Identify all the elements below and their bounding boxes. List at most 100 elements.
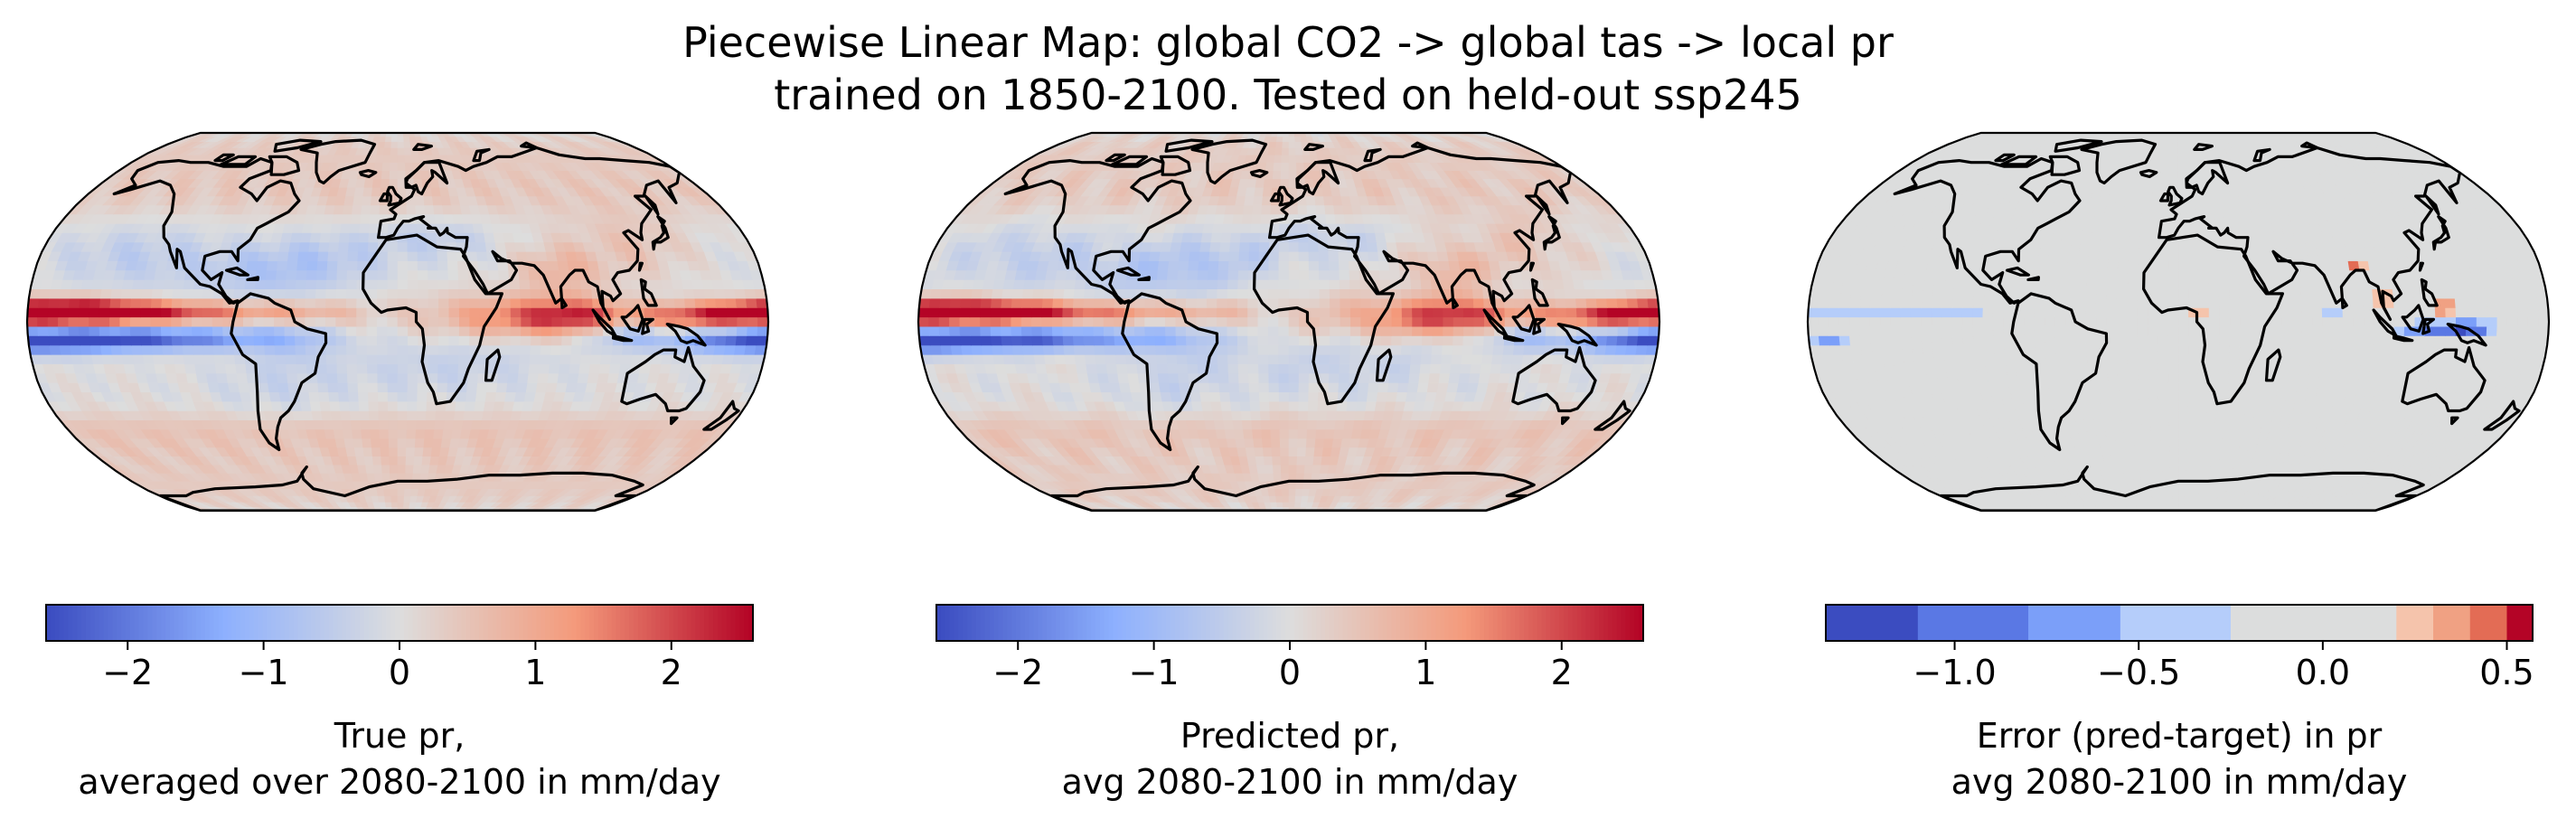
coastline-borneo: [620, 304, 644, 333]
coastline-new-guinea: [665, 323, 707, 347]
colorbar-tick-label: −2: [102, 653, 153, 692]
coastline-new-guinea: [1556, 323, 1598, 347]
coastline-severnaya-zemlya: [1411, 141, 1430, 150]
coastline-north-america: [1003, 156, 1192, 305]
coastline-madagascar: [1375, 348, 1393, 382]
colorbar-tick-label: 2: [1551, 653, 1573, 692]
colorbar-2: −2 −1 0 1 2: [935, 604, 1644, 692]
coastline-sulawesi: [1532, 317, 1546, 335]
coastline-japan: [2431, 215, 2450, 251]
colorbar-3: −1.0 −0.5 0.0 0.5: [1825, 604, 2534, 692]
map-outline-1: [25, 131, 770, 513]
coastlines-3: [1893, 138, 2521, 511]
colorbar-tick-label: 2: [661, 653, 682, 692]
map-field-3: [1808, 133, 2549, 511]
colorbar-tick-label: 0: [1279, 653, 1301, 692]
coastline-svalbard: [2193, 143, 2214, 151]
colorbar-segment: [2469, 605, 2507, 641]
coastline-java: [2392, 334, 2414, 343]
colorbar-tick-label: −0.5: [2097, 653, 2180, 692]
colorbar-segment: [1917, 605, 2029, 641]
coastline-cuba: [1115, 266, 1141, 277]
coastline-tasmania: [2450, 416, 2459, 426]
coastline-severnaya-zemlya: [2300, 141, 2319, 150]
coastline-south-america: [230, 292, 328, 452]
coastline-novaya-zemlya: [2252, 147, 2271, 163]
colorbar-segment: [2396, 605, 2434, 641]
coastline-victoria-island: [2000, 155, 2038, 166]
coastline-iceland: [358, 169, 378, 179]
coastline-greenland: [1190, 138, 1268, 185]
coastline-greenland: [299, 138, 377, 185]
colorbar-label-line1: True pr,: [334, 716, 465, 756]
coastline-tasmania: [1561, 416, 1570, 426]
coastline-sakhalin: [1535, 194, 1551, 216]
coastline-new-zealand: [1594, 400, 1631, 431]
coastline-ellesmere: [2054, 138, 2103, 153]
coastline-japan: [651, 215, 670, 251]
coastline-severnaya-zemlya: [520, 141, 539, 150]
map-field-1: [27, 133, 768, 511]
coastline-scandinavia: [1295, 161, 1340, 196]
coastline-ireland: [378, 192, 390, 202]
coastline-eurasia: [377, 146, 682, 321]
coastline-novaya-zemlya: [1363, 147, 1382, 163]
coastline-cuba: [224, 266, 249, 277]
coastline-philippines: [639, 278, 658, 307]
colorbar-tick-label: −2: [992, 653, 1043, 692]
coastline-philippines: [1530, 278, 1549, 307]
coastline-cuba: [2005, 266, 2030, 277]
coastlines-1: [112, 138, 740, 511]
coastline-antarctica: [158, 465, 644, 511]
coastline-victoria-island: [1111, 155, 1149, 166]
coastline-greenland: [2080, 138, 2158, 185]
coastline-taiwan: [637, 261, 644, 272]
coastline-taiwan: [2418, 261, 2424, 272]
coastline-ireland: [1269, 192, 1281, 202]
coastline-baffin: [1159, 155, 1192, 176]
coastline-svalbard: [1303, 143, 1324, 151]
coastline-new-zealand: [702, 400, 740, 431]
coastline-svalbard: [412, 143, 433, 151]
colorbar-1: −2 −1 0 1 2: [45, 604, 754, 692]
coastline-victoria-island: [220, 155, 258, 166]
coastline-ellesmere: [1164, 138, 1214, 153]
coastline-africa: [2142, 233, 2284, 406]
coastline-australia: [1511, 345, 1597, 413]
coastline-iceland: [2139, 169, 2158, 179]
map-outline-3: [1806, 131, 2551, 513]
coastline-sri-lanka: [2340, 296, 2348, 310]
coastline-africa: [1253, 233, 1395, 406]
colorbar-tick-label: 0.0: [2296, 653, 2350, 692]
coastline-antarctica: [1939, 465, 2425, 511]
coastline-eurasia: [2158, 146, 2462, 321]
chart-title-line2: trained on 1850-2100. Tested on held-out…: [774, 71, 1802, 119]
coastline-banks-island: [1105, 153, 1126, 163]
coastline-japan: [1542, 215, 1561, 251]
colorbar-segment: [2231, 605, 2397, 641]
coastline-sakhalin: [644, 194, 660, 216]
map-field-2: [918, 133, 1659, 511]
coastline-banks-island: [1994, 153, 2016, 163]
coastline-madagascar: [2264, 348, 2282, 382]
colorbar-tick-label: 1: [1415, 653, 1436, 692]
coastline-hispaniola: [1137, 276, 1151, 281]
coastline-australia: [2401, 345, 2487, 413]
coastline-novaya-zemlya: [472, 147, 491, 163]
colorbar-tick-label: −1: [239, 653, 289, 692]
coastline-baffin: [2048, 155, 2082, 176]
coastline-north-america: [1893, 156, 2082, 305]
colorbar-frame: [1825, 604, 2534, 642]
coastline-great-britain: [1277, 185, 1294, 207]
colorbar-tick-label: 1: [524, 653, 546, 692]
coastline-eurasia: [1268, 146, 1573, 321]
coastline-java: [1502, 334, 1525, 343]
coastline-africa: [362, 233, 503, 406]
coastlines-2: [1003, 138, 1631, 511]
coastline-taiwan: [1528, 261, 1535, 272]
coastline-new-zealand: [2483, 400, 2521, 431]
coastline-sri-lanka: [559, 296, 568, 310]
coastline-hispaniola: [246, 276, 259, 281]
coastline-java: [611, 334, 634, 343]
chart-title-line1: Piecewise Linear Map: global CO2 -> glob…: [682, 18, 1894, 67]
